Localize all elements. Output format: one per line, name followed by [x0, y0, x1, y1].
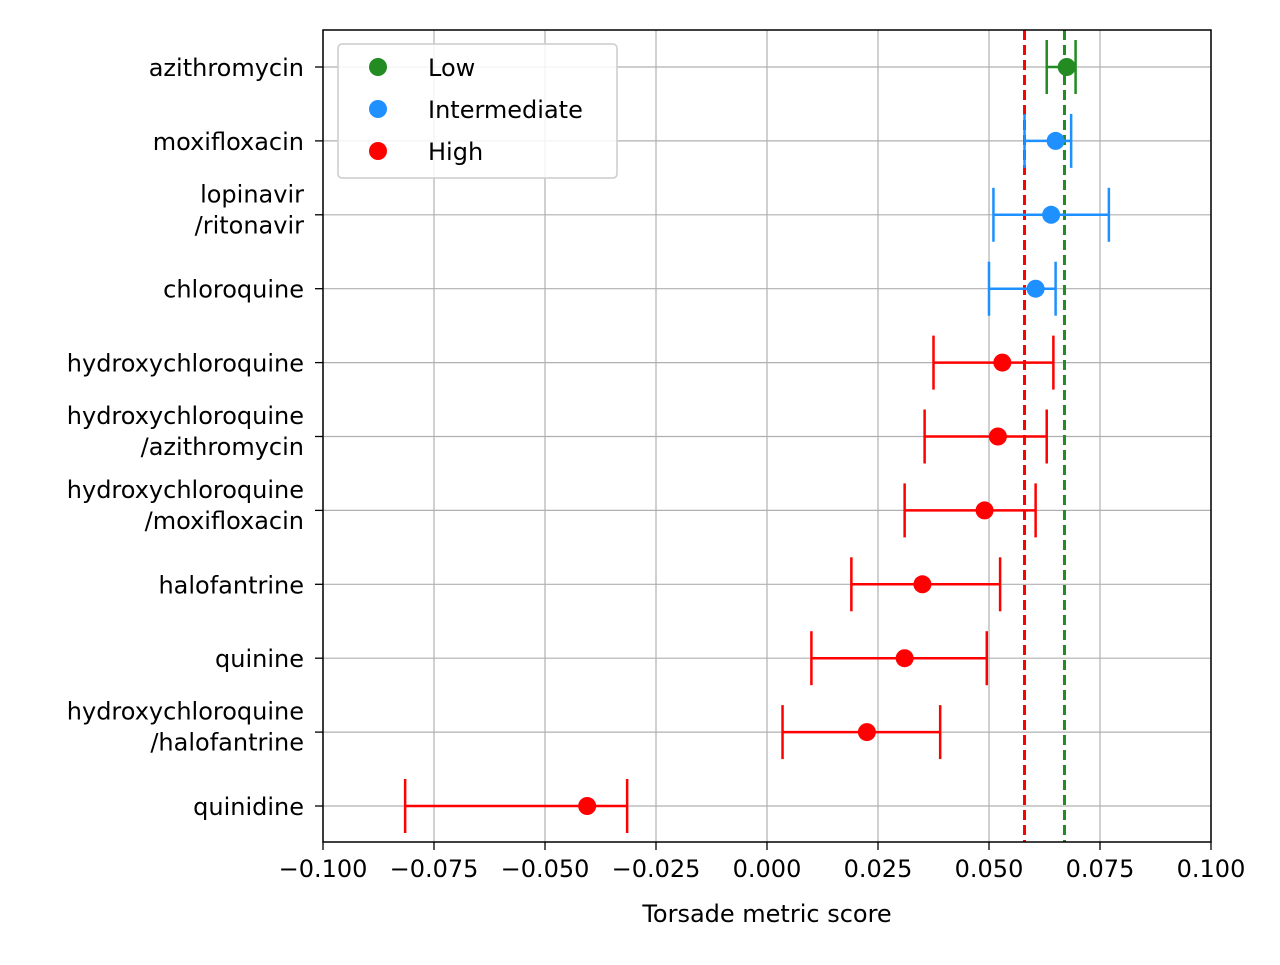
y-tick-label: chloroquine [163, 276, 304, 304]
x-axis-title: Torsade metric score [641, 900, 891, 928]
data-point [1046, 131, 1065, 150]
x-tick-label: −0.050 [501, 855, 590, 883]
y-tick-label: hydroxychloroquine [67, 476, 304, 504]
x-tick-label: 0.025 [844, 855, 913, 883]
y-tick-label: moxifloxacin [153, 128, 304, 156]
y-tick-label: lopinavir [200, 180, 304, 208]
x-tick-label: 0.050 [955, 855, 1024, 883]
legend-marker [369, 100, 387, 118]
data-point [993, 353, 1012, 372]
y-tick-label: /moxifloxacin [145, 507, 304, 535]
x-tick-label: 0.075 [1066, 855, 1135, 883]
legend-marker [369, 142, 387, 160]
data-point [857, 723, 876, 742]
data-point [578, 797, 597, 815]
x-tick-label: −0.025 [612, 855, 701, 883]
legend-marker [369, 58, 387, 76]
y-tick-label: azithromycin [149, 54, 304, 82]
axes: −0.100 −0.075 −0.050 −0.025 0.000 0.025 0.050 0… [67, 54, 1246, 883]
y-tick-label: hydroxychloroquine [67, 350, 304, 378]
x-tick-label: 0.000 [733, 855, 802, 883]
x-tick-label: −0.100 [279, 855, 368, 883]
data-point [988, 427, 1007, 446]
data-marks [403, 40, 1111, 833]
y-tick-label: hydroxychloroquine [67, 698, 304, 726]
data-point [895, 649, 914, 668]
y-tick-label: /ritonavir [195, 211, 305, 239]
y-tick-label: /halofantrine [150, 729, 304, 757]
data-point [975, 501, 994, 520]
legend-label: High [428, 138, 483, 166]
x-tick-label: −0.075 [390, 855, 479, 883]
y-tick-label: hydroxychloroquine [67, 402, 304, 430]
legend-label: Low [428, 54, 475, 82]
y-tick-label: quinine [215, 645, 304, 673]
x-tick-label: 0.100 [1177, 855, 1246, 883]
y-tick-label: /azithromycin [141, 433, 304, 461]
legend-label: Intermediate [428, 96, 583, 124]
data-point [1057, 58, 1076, 76]
data-point [1042, 205, 1061, 224]
y-tick-label: halofantrine [158, 571, 304, 599]
data-point [913, 575, 932, 594]
y-tick-label: quinidine [193, 793, 304, 821]
legend-box [337, 43, 618, 179]
legend: Low Intermediate High [337, 43, 618, 179]
data-point [1026, 279, 1045, 298]
